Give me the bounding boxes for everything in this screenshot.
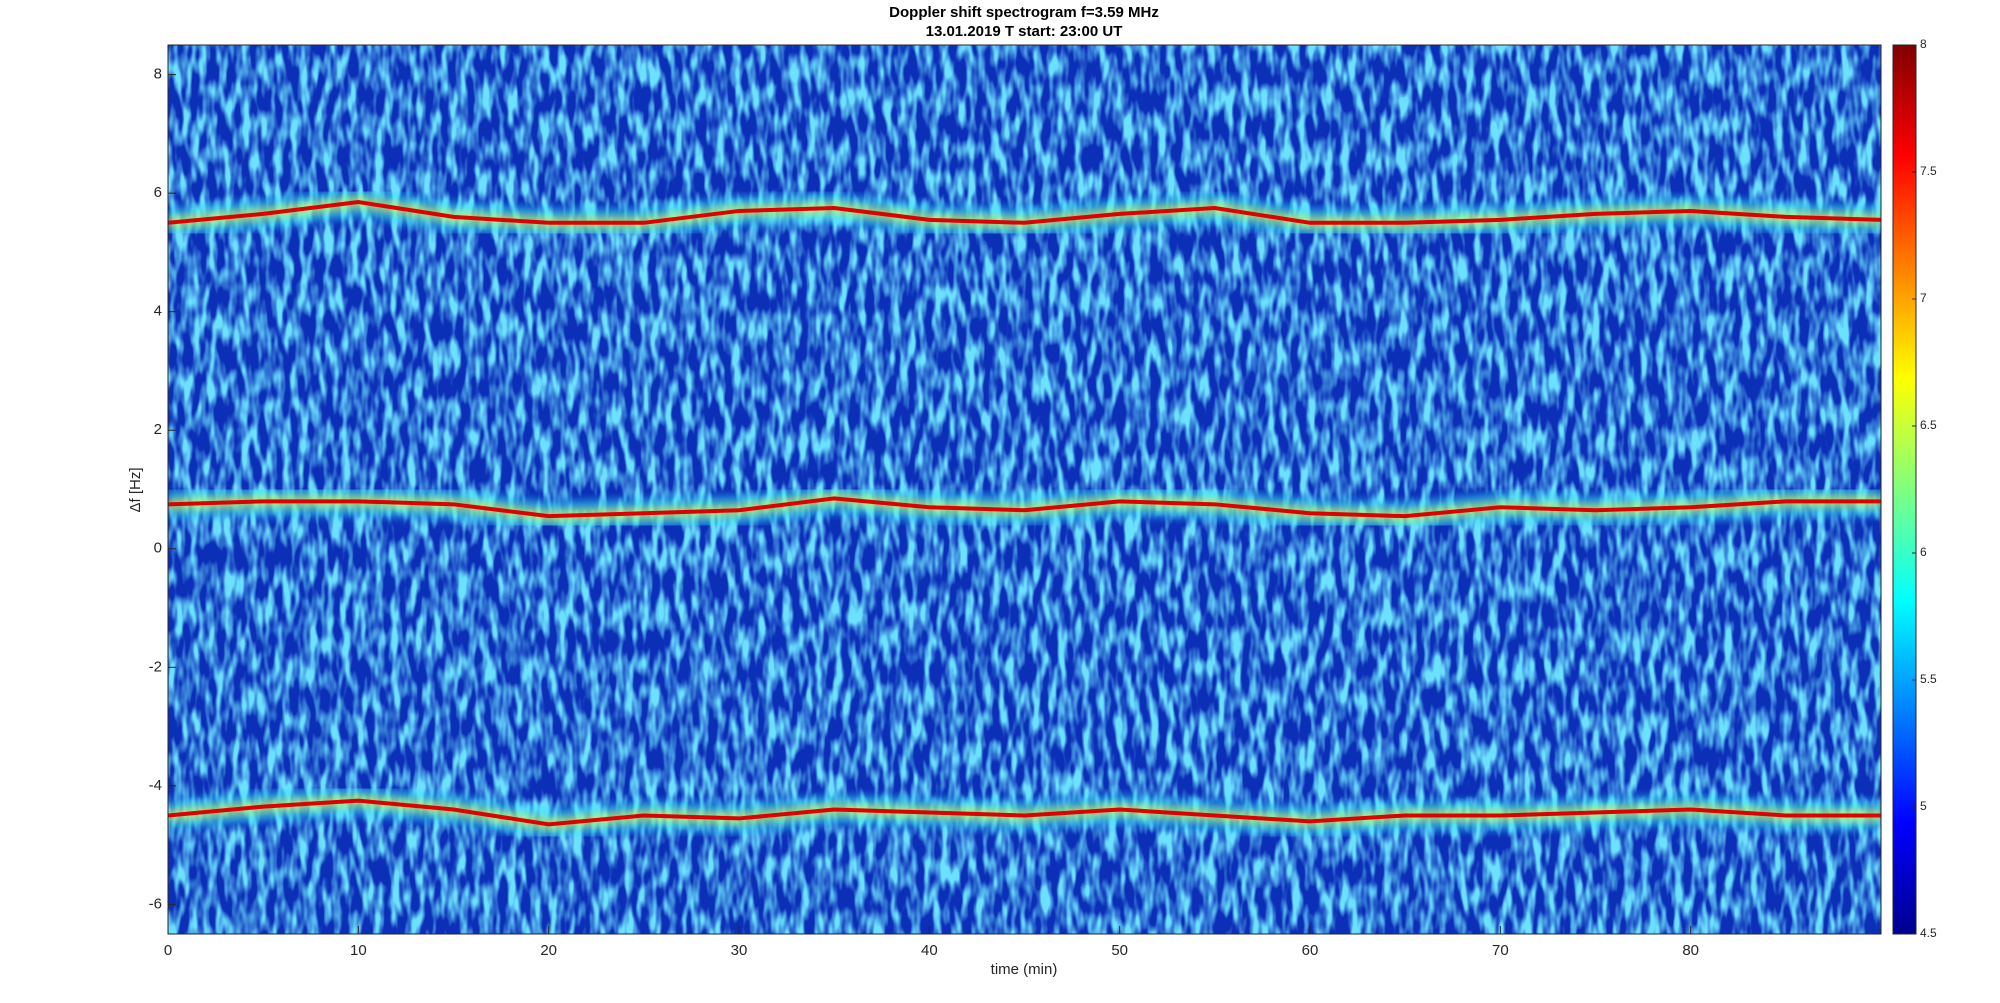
y-tick-label: -4 xyxy=(149,777,162,794)
colorbar xyxy=(1892,44,1917,935)
y-axis-label: Δf [Hz] xyxy=(127,467,144,512)
y-tick-label: 6 xyxy=(154,184,162,201)
plot-frame xyxy=(167,44,1882,935)
trace xyxy=(168,200,1881,225)
y-tick-label: 4 xyxy=(154,303,162,320)
x-tick-label: 10 xyxy=(350,942,367,959)
x-tick-label: 30 xyxy=(731,942,748,959)
trace xyxy=(168,496,1881,519)
colorbar-tick-label: 7 xyxy=(1920,291,1927,305)
chart-subtitle: 13.01.2019 T start: 23:00 UT xyxy=(926,23,1123,40)
x-tick-label: 60 xyxy=(1302,942,1319,959)
trace xyxy=(168,798,1881,827)
x-tick-label: 70 xyxy=(1492,942,1509,959)
x-tick-label: 80 xyxy=(1682,942,1699,959)
y-tick-label: -6 xyxy=(149,895,162,912)
colorbar-tick-label: 8 xyxy=(1920,37,1927,51)
colorbar-tick-label: 7.5 xyxy=(1920,164,1937,178)
x-tick-label: 0 xyxy=(164,942,172,959)
y-tick-label: 8 xyxy=(154,66,162,83)
y-tick-label: 0 xyxy=(154,540,162,557)
y-tick-label: -2 xyxy=(149,658,162,675)
x-tick-label: 40 xyxy=(921,942,938,959)
y-tick-label: 2 xyxy=(154,421,162,438)
colorbar-tick-label: 6.5 xyxy=(1920,418,1937,432)
colorbar-tick-label: 6 xyxy=(1920,545,1927,559)
colorbar-tick-label: 4.5 xyxy=(1920,926,1937,940)
x-tick-label: 50 xyxy=(1111,942,1128,959)
colorbar-tick-label: 5 xyxy=(1920,799,1927,813)
x-axis-label: time (min) xyxy=(991,961,1058,978)
x-tick-label: 20 xyxy=(540,942,557,959)
colorbar-tick-label: 5.5 xyxy=(1920,672,1937,686)
chart-title: Doppler shift spectrogram f=3.59 MHz xyxy=(889,4,1159,21)
